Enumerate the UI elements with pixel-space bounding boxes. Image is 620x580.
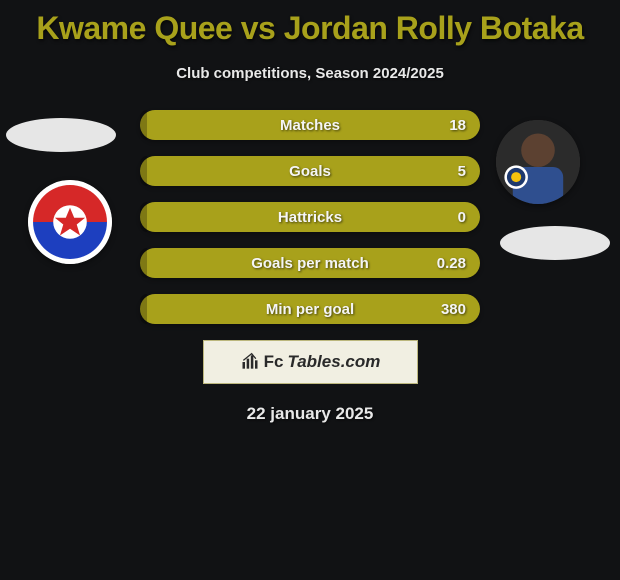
bar-value: 0.28 (437, 248, 466, 278)
avatar-icon (496, 120, 580, 204)
left-player-crest (28, 180, 112, 264)
crest-icon (28, 180, 112, 264)
bar-label: Goals (140, 156, 480, 186)
bar-row-min-per-goal: Min per goal 380 (140, 294, 480, 324)
bar-row-goals-per-match: Goals per match 0.28 (140, 248, 480, 278)
bar-label: Goals per match (140, 248, 480, 278)
bar-row-matches: Matches 18 (140, 110, 480, 140)
right-player-avatar (496, 120, 580, 204)
branding-box: FcTables.com (203, 340, 418, 384)
comparison-bars: Matches 18 Goals 5 Hattricks 0 Goals per… (140, 110, 480, 324)
bar-value: 5 (458, 156, 466, 186)
bar-label: Matches (140, 110, 480, 140)
bar-value: 18 (449, 110, 466, 140)
footer-date: 22 january 2025 (0, 404, 620, 424)
page-title: Kwame Quee vs Jordan Rolly Botaka (0, 0, 620, 47)
brand-prefix: Fc (264, 352, 284, 372)
left-player-ellipse (6, 118, 116, 152)
bar-label: Min per goal (140, 294, 480, 324)
bar-value: 380 (441, 294, 466, 324)
page-subtitle: Club competitions, Season 2024/2025 (0, 65, 620, 82)
bar-row-hattricks: Hattricks 0 (140, 202, 480, 232)
bar-value: 0 (458, 202, 466, 232)
chart-icon (240, 352, 260, 372)
brand-suffix: Tables.com (287, 352, 380, 372)
right-player-ellipse (500, 226, 610, 260)
bar-row-goals: Goals 5 (140, 156, 480, 186)
bar-label: Hattricks (140, 202, 480, 232)
